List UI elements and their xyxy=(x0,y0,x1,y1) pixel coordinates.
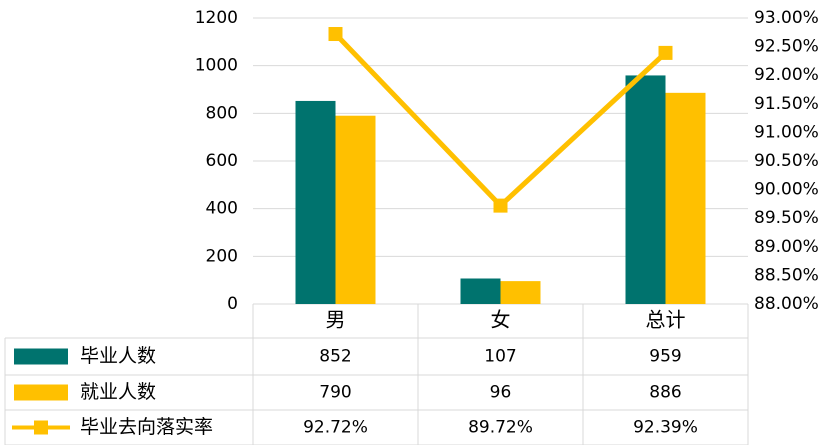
table-value: 96 xyxy=(490,383,512,403)
bar xyxy=(460,278,501,304)
y-tick-label: 1000 xyxy=(195,56,238,76)
y2-tick-label: 91.50% xyxy=(754,94,819,114)
bar xyxy=(665,92,706,304)
legend-swatch xyxy=(14,348,68,365)
table-value: 886 xyxy=(649,383,681,403)
table-value: 92.72% xyxy=(303,418,368,438)
y-tick-label: 400 xyxy=(206,199,238,219)
x-tick-label: 总计 xyxy=(646,308,686,332)
line-marker xyxy=(658,45,673,60)
table-value: 852 xyxy=(319,347,351,367)
legend-label: 毕业去向落实率 xyxy=(80,416,213,438)
line xyxy=(333,32,668,210)
y2-tick-label: 92.00% xyxy=(754,65,819,85)
y-tick-label: 0 xyxy=(227,294,238,314)
y2-tick-label: 88.50% xyxy=(754,265,819,285)
table-value: 790 xyxy=(319,383,351,403)
legend-swatch xyxy=(14,384,68,401)
x-tick-label: 女 xyxy=(491,308,511,332)
y-tick-label: 200 xyxy=(206,246,238,266)
line-marker xyxy=(328,27,343,42)
line-marker xyxy=(493,198,508,213)
y2-tick-label: 92.50% xyxy=(754,37,819,57)
table-value: 959 xyxy=(649,347,681,367)
x-tick-label: 男 xyxy=(326,308,346,332)
y-tick-label: 800 xyxy=(206,103,238,123)
table-value: 107 xyxy=(484,347,516,367)
bar xyxy=(335,115,376,304)
table-value: 92.39% xyxy=(633,418,698,438)
y2-tick-label: 88.00% xyxy=(754,294,819,314)
legend-marker xyxy=(34,420,48,435)
legend-label: 就业人数 xyxy=(80,381,156,403)
y2-tick-label: 90.50% xyxy=(754,151,819,171)
legend-label: 毕业人数 xyxy=(80,345,156,367)
y2-tick-label: 90.00% xyxy=(754,180,819,200)
y2-tick-label: 93.00% xyxy=(754,8,819,28)
bar xyxy=(500,281,541,304)
bar xyxy=(295,100,336,304)
table-value: 89.72% xyxy=(468,418,533,438)
bar xyxy=(625,75,666,305)
y2-tick-label: 89.50% xyxy=(754,208,819,228)
y-tick-label: 1200 xyxy=(195,8,238,28)
y-tick-label: 600 xyxy=(206,151,238,171)
y2-tick-label: 91.00% xyxy=(754,122,819,142)
y2-tick-label: 89.00% xyxy=(754,237,819,257)
